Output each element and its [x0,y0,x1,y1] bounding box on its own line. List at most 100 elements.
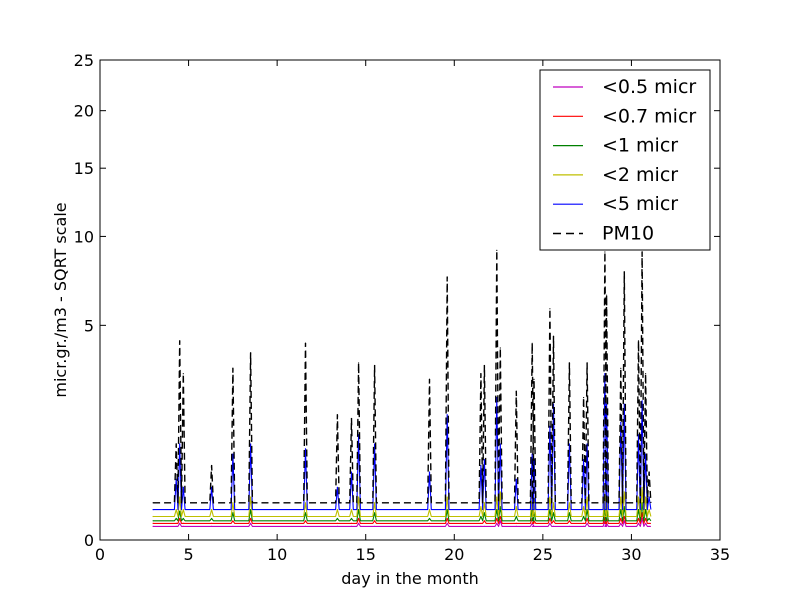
legend-entry-label: PM10 [602,223,654,245]
series-5-point-19 [531,342,533,344]
series-5-point-5 [232,367,234,369]
series-line-0 [153,517,651,527]
series-0-point-30 [637,522,640,525]
series-4-point-33 [648,496,650,498]
series-5-point-13 [446,276,448,278]
series-0-point-0 [152,525,154,528]
series-3-point-17 [499,491,501,493]
series-1-point-6 [250,517,252,520]
series-line-2 [153,502,652,522]
series-0-point-21 [549,522,551,525]
series-0-point-3 [182,525,184,528]
series-1-point-12 [428,522,431,525]
series-5-point-16 [496,249,498,251]
series-0-point-11 [374,525,376,528]
series-2-point-14 [480,515,482,518]
series-2-point-2 [179,510,181,512]
series-2-point-29 [623,506,625,508]
series-5-point-20 [533,378,535,380]
x-tick-label: 15 [356,545,376,564]
series-3-point-9 [350,509,353,511]
series-5-point-1 [175,443,177,445]
series-5-point-25 [586,362,588,364]
series-3-point-1 [175,509,177,511]
series-3-point-18 [515,506,517,508]
series-5-point-18 [515,390,517,392]
series-2-point-28 [620,509,622,511]
series-1-point-31 [641,512,643,514]
series-2-point-7 [304,512,307,514]
series-2-point-5 [232,512,234,514]
series-4-point-1 [175,478,177,480]
series-0-point-6 [250,522,252,525]
series-5-point-31 [641,251,643,253]
series-1-point-22 [552,520,555,522]
series-4-point-11 [374,443,376,445]
series-2-point-21 [549,509,551,511]
series-2-point-3 [182,517,184,520]
series-3-point-24 [583,506,585,508]
series-0-point-33 [648,525,650,528]
legend-entry-label: <1 micr [602,135,678,157]
series-4-point-9 [350,471,353,473]
y-tick-label: 5 [84,316,94,335]
series-4-point-7 [304,448,307,450]
series-3-point-12 [428,509,431,511]
series-5-point-32 [645,373,647,375]
series-3-point-23 [568,502,571,504]
series-3-point-3 [182,509,184,511]
series-4-point-26 [604,373,606,375]
legend-entry-label: <5 micr [602,193,678,215]
series-1-point-1 [175,522,177,525]
series-0-point-15 [483,525,485,528]
series-4-point-13 [446,414,448,416]
series-5-point-33 [648,471,650,473]
series-line-3 [153,486,652,518]
series-5-point-9 [350,418,353,420]
y-tick-label: 15 [74,159,94,178]
series-5-point-24 [583,397,585,399]
series-4-point-14 [480,465,482,467]
series-line-5 [153,249,652,504]
series-3-point-28 [620,496,622,498]
series-0-point-9 [350,525,353,528]
series-line-1 [153,512,651,524]
series-1-point-28 [620,517,622,520]
series-1-point-7 [304,520,307,522]
series-3-point-29 [623,491,625,493]
series-4-point-21 [549,425,551,427]
series-0-point-2 [179,522,181,525]
series-0-point-23 [568,525,571,528]
series-5-point-0 [152,502,154,504]
series-4-point-31 [641,400,643,402]
series-1-point-8 [336,522,338,525]
series-1-point-18 [515,522,517,525]
x-tick-label: 5 [183,545,193,564]
series-5-point-12 [428,378,431,380]
series-2-point-13 [446,509,448,511]
series-1-point-14 [480,522,482,525]
series-5-point-23 [568,362,571,364]
series-0-point-4 [211,525,213,528]
x-tick-label: 0 [95,545,105,564]
series-0-point-20 [533,525,535,528]
series-1-point-3 [182,522,184,525]
series-4-point-16 [496,397,498,399]
series-0-point-17 [499,520,501,522]
series-2-point-32 [645,509,647,511]
series-1-point-5 [232,520,234,522]
series-0-point-18 [515,525,517,528]
series-5-point-17 [499,347,501,349]
series-0-point-10 [358,522,360,525]
series-0-point-12 [428,525,431,528]
series-1-point-4 [211,522,213,525]
series-1-point-10 [358,517,360,520]
series-4-point-17 [499,443,501,445]
series-0-point-14 [480,525,482,528]
series-3-point-5 [232,502,234,504]
series-3-point-11 [374,502,376,504]
series-4-point-24 [583,459,585,461]
series-3-point-4 [211,509,213,511]
series-1-point-24 [583,522,585,525]
series-1-point-17 [499,515,501,518]
